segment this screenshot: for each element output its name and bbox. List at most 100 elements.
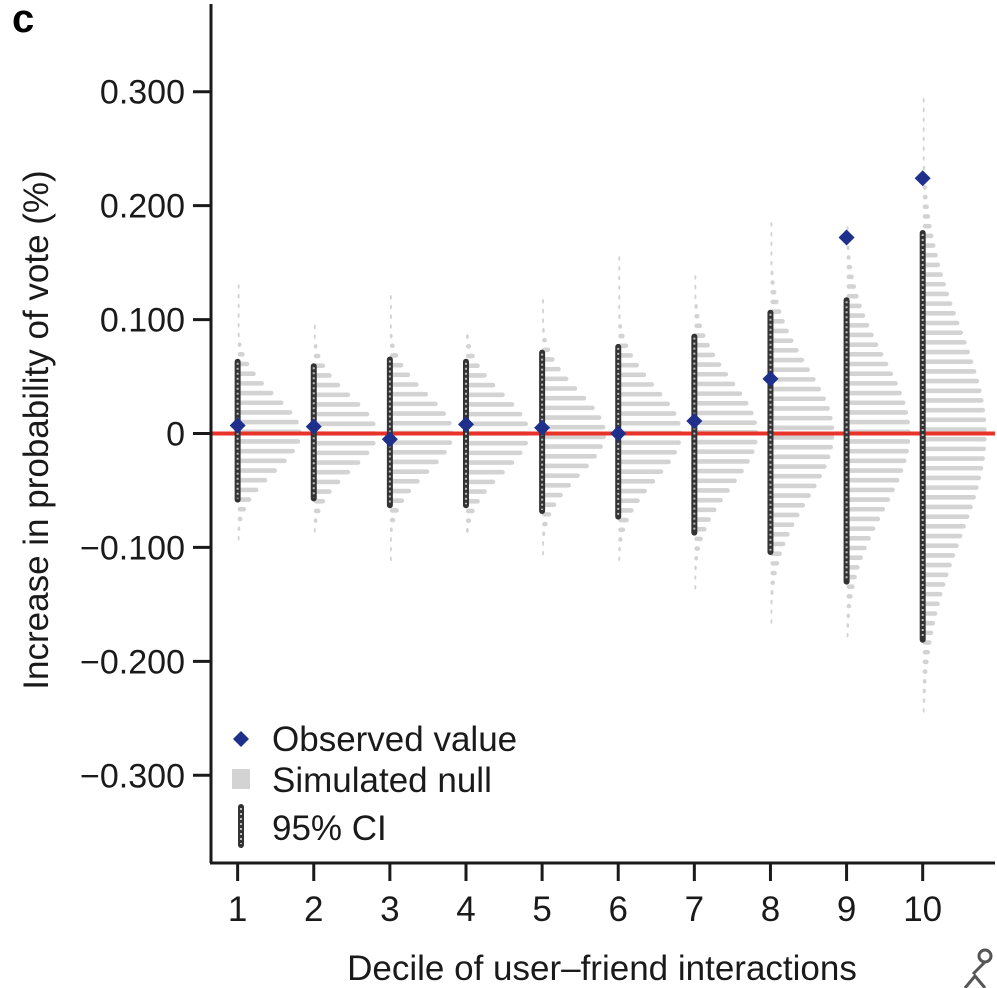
null-bin xyxy=(846,439,911,444)
null-bin xyxy=(846,458,907,464)
legend-observed-marker xyxy=(233,731,249,747)
null-bin xyxy=(922,349,970,355)
null-bin xyxy=(694,478,737,484)
null-bin xyxy=(922,359,974,365)
y-axis-label: Increase in probability of vote (%) xyxy=(17,170,56,689)
null-bin xyxy=(922,291,950,297)
null-bin xyxy=(237,506,247,512)
null-bin xyxy=(389,508,399,513)
null-bin xyxy=(694,410,754,416)
x-tick-label: 2 xyxy=(304,890,323,929)
null-bin xyxy=(846,381,898,386)
null-bin xyxy=(770,367,810,373)
null-bin xyxy=(313,440,376,446)
null-bin xyxy=(922,204,929,210)
null-bin xyxy=(542,328,545,333)
null-bin xyxy=(618,459,671,465)
null-bin xyxy=(237,516,243,522)
simulated-null-distributions xyxy=(237,97,987,713)
null-bin xyxy=(846,632,849,638)
null-bin xyxy=(922,427,987,432)
null-bin xyxy=(542,492,563,498)
null-bin xyxy=(389,498,405,504)
null-bin xyxy=(618,479,656,484)
null-bin xyxy=(618,420,681,426)
null-bin xyxy=(922,146,925,151)
null-bin xyxy=(846,477,900,483)
null-bin xyxy=(542,444,603,449)
null-bin xyxy=(922,417,987,423)
null-bin xyxy=(922,301,953,306)
null-bin xyxy=(313,469,351,475)
observed-point-8 xyxy=(762,370,779,387)
null-bin xyxy=(618,256,621,261)
null-bin xyxy=(542,366,561,372)
null-bin xyxy=(389,343,395,349)
null-bin xyxy=(618,498,640,504)
null-bin xyxy=(237,536,240,541)
null-bin xyxy=(237,526,241,531)
null-bin xyxy=(465,373,487,378)
null-bin xyxy=(922,165,926,171)
null-bin xyxy=(313,402,361,407)
null-bin xyxy=(846,332,874,338)
null-bin xyxy=(542,308,545,314)
null-bin xyxy=(618,382,655,387)
null-bin xyxy=(237,497,252,502)
null-bin xyxy=(922,330,963,335)
null-bin xyxy=(465,402,515,407)
null-bin xyxy=(237,448,295,454)
x-tick-label: 4 xyxy=(456,890,475,929)
null-bin xyxy=(389,537,392,542)
null-bin xyxy=(922,669,928,674)
null-bin xyxy=(542,299,545,304)
null-bin xyxy=(694,381,736,387)
null-bin xyxy=(770,270,774,276)
null-bin xyxy=(313,508,321,514)
null-bin xyxy=(618,333,625,339)
null-bin xyxy=(770,493,811,498)
null-bin xyxy=(313,373,332,378)
null-bin xyxy=(922,252,938,258)
x-tick-label: 5 xyxy=(532,890,551,929)
x-tick-label: 1 xyxy=(228,890,247,929)
null-bin xyxy=(389,420,452,426)
null-bin xyxy=(313,528,316,533)
null-bin xyxy=(922,117,925,122)
null-bin xyxy=(542,550,545,556)
null-bin xyxy=(922,649,930,655)
null-bin xyxy=(618,266,621,271)
null-bin xyxy=(846,400,906,406)
null-bin xyxy=(618,488,648,494)
null-bin xyxy=(618,537,623,542)
null-bin xyxy=(618,556,621,562)
null-bin xyxy=(313,344,318,349)
null-bin xyxy=(313,382,341,388)
null-bin xyxy=(922,107,925,113)
null-bin xyxy=(770,590,774,595)
null-bin xyxy=(618,517,629,523)
null-bin xyxy=(846,545,867,551)
null-bin xyxy=(237,284,240,289)
x-tick-label: 8 xyxy=(761,890,780,929)
null-bin xyxy=(922,698,926,703)
null-bin xyxy=(922,311,956,316)
null-bin xyxy=(542,395,587,401)
null-bin xyxy=(922,582,946,587)
null-bin xyxy=(389,382,419,387)
null-bin xyxy=(922,562,952,568)
null-bin xyxy=(922,185,927,190)
y-tick-label: −0.100 xyxy=(80,529,185,567)
null-bin xyxy=(313,421,376,427)
null-bin xyxy=(389,314,392,320)
null-bin xyxy=(770,522,795,527)
null-bin xyxy=(770,483,817,489)
null-bin xyxy=(313,479,341,485)
legend-null-label: Simulated null xyxy=(272,761,492,800)
null-bin xyxy=(846,293,859,299)
null-bin xyxy=(846,594,853,599)
null-bin xyxy=(922,611,938,616)
null-bin xyxy=(922,620,936,626)
null-bin xyxy=(922,378,980,384)
observed-point-2 xyxy=(305,418,322,435)
